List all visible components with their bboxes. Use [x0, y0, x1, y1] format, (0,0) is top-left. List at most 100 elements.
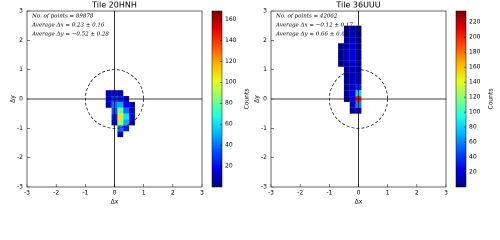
density-cell — [343, 66, 350, 73]
y-tick-label: -3 — [17, 184, 23, 191]
y-tick-label: -2 — [17, 154, 23, 161]
density-cell — [129, 107, 135, 114]
x-tick-label: -3 — [268, 190, 274, 197]
density-cell — [349, 84, 356, 91]
x-tick-label: -2 — [297, 190, 303, 197]
density-cell — [343, 84, 350, 91]
density-cell — [349, 37, 356, 44]
x-axis-label: Δx — [355, 199, 363, 206]
x-tick-label: 1 — [386, 190, 390, 197]
density-cell — [117, 113, 124, 120]
x-tick-label: -3 — [24, 190, 30, 197]
density-cell — [338, 55, 344, 61]
density-cell — [105, 101, 112, 108]
density-cell — [343, 43, 350, 50]
density-cell — [349, 72, 356, 79]
annotation: No. of points = 42062 — [275, 14, 338, 20]
density-cell — [105, 90, 112, 97]
density-cell — [338, 43, 344, 50]
density-cell — [117, 119, 124, 126]
colorbar-tick-label: 40 — [469, 154, 477, 161]
colorbar-tick-label: 100 — [469, 109, 481, 116]
colorbar-tick-label: 80 — [469, 124, 477, 131]
y-axis-label: Δy — [10, 95, 17, 103]
annotation: No. of points = 89878 — [31, 14, 94, 20]
x-tick-label: 2 — [171, 190, 175, 197]
x-tick-label: -1 — [326, 190, 332, 197]
density-cell — [338, 49, 344, 55]
density-cell — [343, 25, 350, 32]
density-cell — [117, 125, 124, 132]
colorbar-tick-label: 120 — [225, 58, 237, 65]
x-axis-label: Δx — [111, 199, 119, 206]
colorbar — [211, 10, 223, 188]
y-tick-label: -2 — [261, 154, 267, 161]
colorbar-tick-label: 140 — [225, 37, 237, 44]
density-cell — [343, 60, 350, 67]
density-cell — [129, 101, 135, 108]
density-cell — [343, 37, 350, 44]
density-cell — [349, 55, 356, 61]
density-cell — [349, 49, 356, 55]
density-cell — [349, 101, 356, 108]
density-cell — [123, 107, 130, 114]
density-cell — [349, 90, 356, 97]
density-cell — [349, 66, 356, 73]
x-tick-label: -2 — [53, 190, 59, 197]
colorbar-tick-label: 200 — [469, 34, 481, 41]
colorbar-tick-label: 220 — [469, 19, 481, 26]
density-cell — [123, 125, 130, 132]
annotation: Average Δx = 0.23 ± 0.16 — [31, 23, 105, 29]
y-tick-label: 1 — [263, 66, 267, 73]
density-cell — [349, 60, 356, 67]
density-cell — [349, 78, 356, 85]
density-cell — [123, 113, 130, 120]
density-cell — [343, 72, 350, 79]
density-cell — [349, 107, 356, 114]
chart-title: Tile 20HNH — [91, 1, 137, 10]
annotation: Average Δx = −0.12 ± 0.17 — [275, 23, 353, 29]
colorbar-tick-label: 160 — [225, 16, 237, 23]
annotation: Average Δy = −0.52 ± 0.28 — [31, 32, 109, 38]
colorbar — [455, 10, 467, 188]
y-tick-label: 1 — [19, 66, 23, 73]
colorbar-tick-label: 60 — [469, 139, 477, 146]
x-tick-label: 3 — [444, 190, 448, 197]
density-cell — [349, 31, 356, 38]
chart-title: Tile 36UUU — [335, 1, 380, 10]
density-cell — [117, 101, 124, 108]
density-cell — [349, 43, 356, 50]
colorbar-tick-label: 80 — [225, 100, 233, 107]
colorbar-tick-label: 100 — [225, 79, 237, 86]
density-cell — [343, 49, 350, 55]
density-cell — [343, 78, 350, 85]
density-cell — [117, 107, 124, 114]
x-tick-label: 0 — [113, 190, 117, 197]
y-tick-label: -1 — [17, 125, 23, 132]
colorbar-tick-label: 180 — [469, 49, 481, 56]
reference-circle — [328, 69, 389, 129]
y-tick-label: 2 — [263, 37, 267, 44]
y-tick-label: 3 — [19, 8, 23, 15]
density-cell — [343, 31, 350, 38]
x-tick-label: 0 — [357, 190, 361, 197]
colorbar-label: Counts — [244, 89, 251, 110]
density-cell — [343, 90, 350, 97]
density-cell — [343, 55, 350, 61]
colorbar-tick-label: 20 — [225, 163, 233, 170]
y-tick-label: -3 — [261, 184, 267, 191]
y-tick-label: 0 — [19, 96, 23, 103]
colorbar-tick-label: 20 — [469, 169, 477, 176]
colorbar-label: Counts — [488, 89, 495, 110]
y-tick-label: 0 — [263, 96, 267, 103]
x-tick-label: -1 — [82, 190, 88, 197]
figure: Tile 20HNH -3 -2 -1 0 1 2 3 -3 -2 -1 0 1 2 3 No. of poi… — [10, 1, 495, 206]
density-cell — [117, 131, 124, 138]
density-cell — [129, 113, 135, 120]
y-tick-label: 2 — [19, 37, 23, 44]
x-tick-label: 1 — [142, 190, 146, 197]
x-tick-label: 3 — [200, 190, 204, 197]
colorbar-tick-label: 40 — [225, 142, 233, 149]
colorbar-tick-label: 140 — [469, 79, 481, 86]
reference-circle — [84, 69, 145, 129]
